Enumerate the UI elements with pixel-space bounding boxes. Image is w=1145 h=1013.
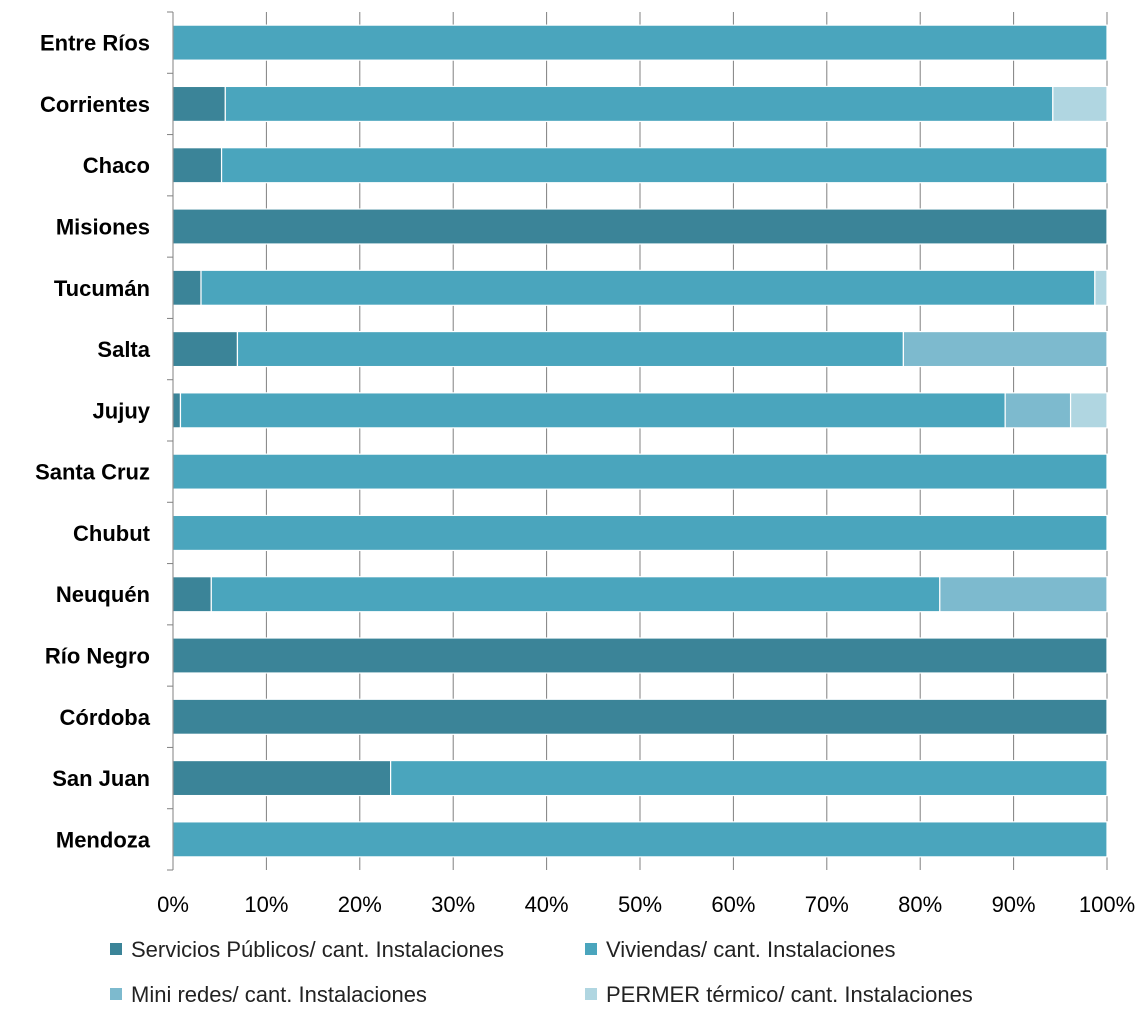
- category-label-3: Misiones: [56, 215, 150, 240]
- bar-12-0: [172, 759, 392, 797]
- bar-8-1: [172, 514, 1108, 552]
- category-label-6: Jujuy: [93, 398, 151, 423]
- legend-swatch-0: [110, 943, 122, 955]
- bar-13-1: [172, 821, 1108, 858]
- category-label-8: Chubut: [73, 521, 151, 546]
- legend-label-2: Mini redes/ cant. Instalaciones: [131, 982, 427, 1007]
- category-label-13: Mendoza: [56, 827, 151, 852]
- category-label-11: Córdoba: [60, 705, 151, 730]
- bar-10-0: [172, 637, 1108, 674]
- bar-6-3: [1069, 392, 1108, 429]
- bar-12-1: [390, 759, 1108, 797]
- x-tick-label-9: 90%: [992, 892, 1036, 917]
- bar-6-2: [1004, 392, 1072, 429]
- x-tick-label-2: 20%: [338, 892, 382, 917]
- category-labels: Entre Ríos Corrientes Chaco Misiones Tucumán…: [35, 31, 151, 853]
- bar-5-0: [172, 330, 239, 368]
- bar-5-2: [902, 330, 1108, 368]
- category-label-4: Tucumán: [54, 276, 150, 301]
- bar-9-0: [172, 576, 212, 613]
- bar-3-0: [172, 208, 1108, 245]
- gridlines: [172, 12, 1108, 870]
- bar-11-0: [172, 698, 1108, 735]
- category-label-12: San Juan: [52, 766, 150, 791]
- category-label-5: Salta: [97, 337, 150, 362]
- category-label-0: Entre Ríos: [40, 31, 150, 56]
- bar-4-1: [200, 269, 1096, 306]
- x-tick-label-7: 70%: [805, 892, 849, 917]
- bar-4-3: [1094, 269, 1108, 306]
- x-tick-label-0: 0%: [157, 892, 189, 917]
- bar-5-1: [236, 330, 904, 368]
- bars: [172, 24, 1108, 858]
- bar-1-0: [172, 85, 226, 123]
- bar-0-1: [172, 24, 1108, 61]
- bar-1-3: [1052, 85, 1108, 123]
- x-tick-label-6: 60%: [711, 892, 755, 917]
- bar-9-1: [210, 576, 941, 613]
- x-tick-label-1: 10%: [244, 892, 288, 917]
- category-label-2: Chaco: [83, 153, 150, 178]
- bar-6-1: [179, 392, 1006, 429]
- x-tick-label-10: 100%: [1079, 892, 1135, 917]
- bar-7-1: [172, 453, 1108, 490]
- bar-6-0: [172, 392, 182, 429]
- bar-2-0: [172, 147, 223, 184]
- legend-swatch-1: [585, 943, 597, 955]
- legend: Servicios Públicos/ cant. Instalaciones V…: [110, 937, 973, 1007]
- bar-4-0: [172, 269, 202, 306]
- legend-swatch-2: [110, 988, 122, 1000]
- tick-labels: 0% 10% 20% 30% 40% 50% 60% 70% 80% 90% 100%: [157, 892, 1135, 917]
- x-tick-label-3: 30%: [431, 892, 475, 917]
- legend-label-3: PERMER térmico/ cant. Instalaciones: [606, 982, 973, 1007]
- category-label-7: Santa Cruz: [35, 460, 150, 485]
- category-label-1: Corrientes: [40, 92, 150, 117]
- category-label-10: Río Negro: [45, 644, 150, 669]
- x-tick-label-5: 50%: [618, 892, 662, 917]
- bar-2-1: [220, 147, 1108, 184]
- legend-label-0: Servicios Públicos/ cant. Instalaciones: [131, 937, 504, 962]
- x-tick-label-8: 80%: [898, 892, 942, 917]
- x-tick-label-4: 40%: [525, 892, 569, 917]
- bar-9-2: [939, 576, 1108, 613]
- legend-swatch-3: [585, 988, 597, 1000]
- bar-1-1: [224, 85, 1054, 123]
- axes: [167, 11, 174, 871]
- legend-label-1: Viviendas/ cant. Instalaciones: [606, 937, 895, 962]
- category-label-9: Neuquén: [56, 582, 150, 607]
